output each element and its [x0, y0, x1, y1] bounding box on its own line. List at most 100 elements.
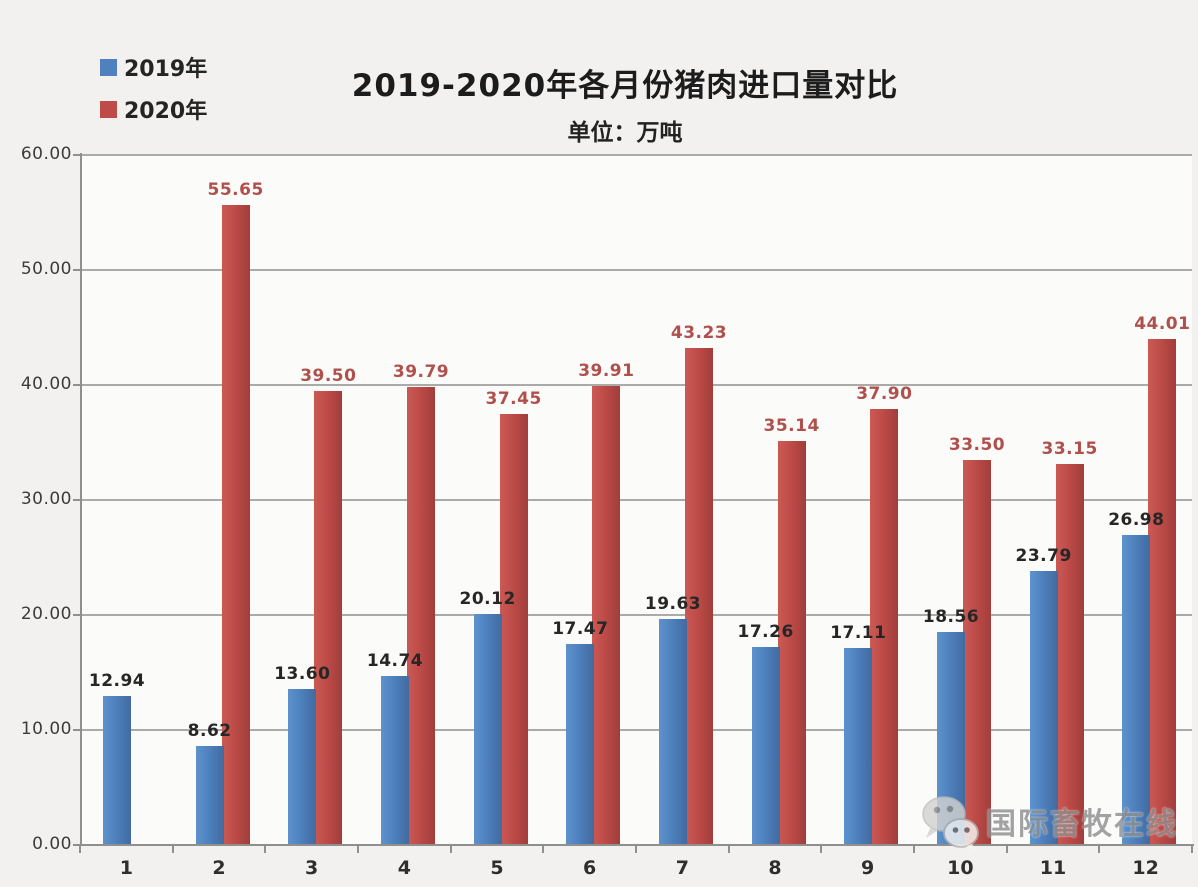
data-label-2019年-month-11: 23.79 — [1015, 546, 1072, 567]
bar-2020年-month-3 — [314, 390, 343, 845]
data-label-2020年-month-7: 43.23 — [670, 322, 728, 343]
bar-2019年-month-4 — [381, 675, 409, 845]
x-tick-mark — [79, 846, 81, 853]
y-tick-mark — [73, 614, 80, 616]
gridline-30 — [80, 499, 1192, 501]
x-tick-label-12: 12 — [1132, 857, 1159, 879]
bar-2020年-month-10 — [963, 459, 991, 845]
data-label-2019年-month-4: 14.74 — [366, 650, 424, 671]
x-tick-label-8: 8 — [768, 857, 782, 879]
bar-2019年-month-7 — [659, 619, 687, 845]
y-tick-mark — [73, 154, 80, 156]
bar-2020年-month-6 — [592, 386, 621, 845]
gridline-40 — [80, 384, 1192, 386]
data-label-2020年-month-5: 37.45 — [485, 389, 542, 410]
watermark-text: 国际畜牧在线 — [986, 807, 1178, 842]
data-label-2020年-month-2: 55.65 — [207, 180, 264, 201]
legend-swatch-2019 — [100, 58, 117, 76]
bar-2019年-month-12 — [1122, 534, 1151, 845]
x-tick-mark — [1005, 846, 1008, 853]
plot-area: 12.94 8.62 55.65 13.60 39.50 14.74 39.79 20.12 3… — [80, 154, 1192, 845]
bar-2019年-month-11 — [1029, 571, 1058, 845]
x-tick-mark — [635, 846, 637, 853]
bar-2020年-month-8 — [777, 440, 806, 845]
bar-2019年-month-8 — [751, 646, 780, 845]
legend-swatch-2020 — [100, 100, 117, 118]
x-tick-label-7: 7 — [675, 857, 689, 879]
data-label-2020年-month-9: 37.90 — [856, 384, 913, 405]
bar-2019年-month-2 — [195, 745, 224, 845]
x-tick-label-3: 3 — [305, 857, 319, 879]
bar-2019年-month-9 — [844, 648, 873, 845]
y-tick-label-10: 10.00 — [20, 719, 72, 739]
watermark: 国际畜牧在线 — [920, 786, 1178, 856]
bar-2020年-month-9 — [870, 409, 899, 845]
gridline-10 — [80, 729, 1192, 731]
y-tick-label-50: 50.00 — [20, 259, 72, 279]
data-label-2020年-month-4: 39.79 — [392, 362, 450, 383]
data-label-2019年-month-1: 12.94 — [88, 671, 146, 692]
x-tick-label-1: 1 — [119, 857, 133, 879]
x-tick-label-4: 4 — [397, 857, 411, 879]
data-label-2020年-month-3: 39.50 — [300, 365, 357, 386]
legend-item-2020: 2020年 — [100, 94, 207, 124]
data-label-2019年-month-9: 17.11 — [830, 623, 887, 644]
y-tick-mark — [73, 269, 80, 271]
data-label-2019年-month-5: 20.12 — [459, 588, 516, 609]
x-tick-label-10: 10 — [947, 857, 974, 879]
data-label-2020年-month-12: 44.01 — [1134, 313, 1191, 334]
bar-2019年-month-3 — [288, 688, 317, 845]
x-tick-mark — [171, 846, 174, 853]
x-tick-mark — [542, 846, 545, 853]
x-tick-mark — [820, 846, 823, 853]
bar-2019年-month-6 — [566, 644, 595, 845]
x-tick-label-9: 9 — [861, 857, 875, 879]
legend-item-2019: 2019年 — [100, 52, 207, 82]
x-tick-mark — [1098, 846, 1101, 853]
y-tick-mark — [73, 729, 80, 731]
bar-2020年-month-4 — [407, 387, 435, 845]
legend-label-2020: 2020年 — [124, 99, 208, 124]
chart-subtitle: 单位：万吨 — [567, 120, 683, 146]
bar-2020年-month-2 — [221, 205, 250, 845]
legend: 2019年 2020年 — [100, 52, 207, 136]
data-label-2019年-month-8: 17.26 — [737, 621, 794, 642]
data-label-2020年-month-6: 39.91 — [578, 361, 635, 382]
gridline-20 — [80, 614, 1192, 616]
x-tick-mark — [449, 846, 452, 853]
x-tick-mark — [727, 846, 730, 853]
wechat-icon — [922, 796, 979, 851]
data-label-2019年-month-6: 17.47 — [552, 619, 609, 640]
data-label-2020年-month-11: 33.15 — [1041, 438, 1098, 459]
bar-2019年-month-5 — [473, 613, 502, 845]
y-tick-label-20: 20.00 — [20, 604, 72, 624]
gridline-60 — [80, 154, 1192, 156]
y-tick-label-60: 60.00 — [20, 144, 72, 164]
bar-2020年-month-5 — [499, 414, 528, 845]
bar-2020年-month-7 — [685, 347, 713, 845]
x-tick-label-6: 6 — [583, 857, 597, 879]
y-tick-mark — [73, 844, 80, 846]
y-tick-mark — [73, 499, 80, 501]
legend-label-2019: 2019年 — [124, 57, 208, 82]
x-tick-label-5: 5 — [490, 857, 504, 879]
y-axis-line — [80, 153, 82, 845]
data-label-2019年-month-3: 13.60 — [274, 663, 331, 684]
bar-2020年-month-12 — [1148, 338, 1177, 845]
bar-2020年-month-11 — [1055, 463, 1084, 845]
data-label-2019年-month-7: 19.63 — [644, 594, 702, 615]
x-tick-mark — [1191, 846, 1193, 853]
data-label-2019年-month-10: 18.56 — [922, 606, 980, 627]
x-tick-mark — [913, 846, 915, 853]
x-tick-mark — [357, 846, 359, 853]
y-tick-label-0: 0.00 — [32, 834, 72, 854]
x-axis-line — [80, 844, 1194, 846]
data-label-2019年-month-2: 8.62 — [187, 720, 232, 741]
data-label-2019年-month-12: 26.98 — [1108, 509, 1165, 530]
chart-title: 2019-2020年各月份猪肉进口量对比 — [351, 68, 899, 104]
y-tick-label-30: 30.00 — [20, 489, 72, 509]
y-tick-label-40: 40.00 — [20, 374, 72, 394]
x-tick-label-11: 11 — [1039, 857, 1067, 879]
x-tick-mark — [264, 846, 267, 853]
